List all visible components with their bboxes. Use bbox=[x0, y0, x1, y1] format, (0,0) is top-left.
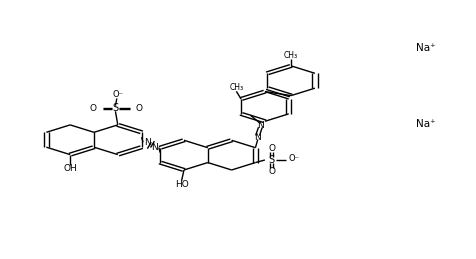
Text: OH: OH bbox=[63, 164, 77, 174]
Text: O⁻: O⁻ bbox=[112, 90, 123, 99]
Text: O: O bbox=[135, 104, 142, 113]
Text: S: S bbox=[112, 103, 118, 113]
Text: O⁻: O⁻ bbox=[288, 154, 299, 163]
Text: N: N bbox=[256, 121, 263, 131]
Text: Na⁺: Na⁺ bbox=[415, 42, 435, 53]
Text: N: N bbox=[254, 133, 261, 142]
Text: Na⁺: Na⁺ bbox=[415, 119, 435, 130]
Text: N: N bbox=[144, 138, 151, 147]
Text: O: O bbox=[268, 144, 275, 153]
Text: O: O bbox=[268, 167, 275, 176]
Text: CH₃: CH₃ bbox=[229, 83, 243, 92]
Text: S: S bbox=[268, 155, 274, 165]
Text: O: O bbox=[89, 104, 97, 113]
Text: CH₃: CH₃ bbox=[283, 51, 298, 60]
Text: N: N bbox=[150, 143, 157, 152]
Text: HO: HO bbox=[174, 180, 188, 189]
